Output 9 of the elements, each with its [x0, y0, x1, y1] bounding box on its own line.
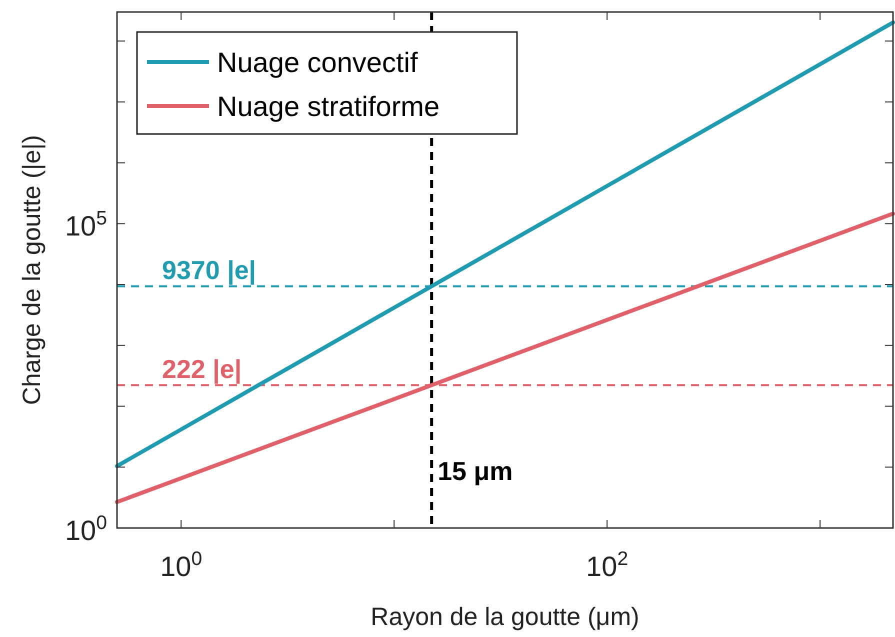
x-tick-label: 10$^{2}$ [586, 548, 628, 582]
legend-label: Nuage stratiforme [217, 91, 440, 122]
ref-line-label: 222 |e| [162, 354, 242, 384]
ref-line-label: 9370 |e| [162, 255, 256, 286]
ref-line-label: 15 μm [438, 456, 513, 486]
y-tick-label: 10$^{5}$ [64, 208, 108, 242]
legend-label: Nuage convectif [217, 47, 418, 78]
x-axis-title: Rayon de la goutte (μm) [370, 603, 640, 631]
y-axis-title: Charge de la goutte (|e|) [18, 134, 46, 406]
